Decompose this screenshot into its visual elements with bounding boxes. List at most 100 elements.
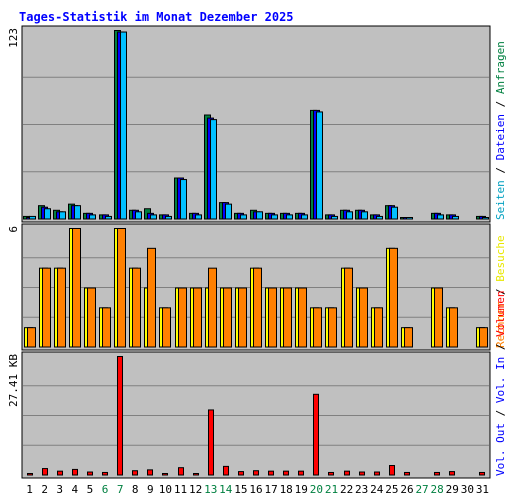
- x-tick-label-day-30: 30: [461, 483, 474, 496]
- bar-rechner-day-14: [223, 287, 232, 348]
- x-tick-label-day-10: 10: [159, 483, 172, 496]
- bar-rechner-day-13: [208, 267, 217, 348]
- bar-volumen-day-7: [117, 356, 123, 476]
- bar-rechner-day-5: [87, 287, 96, 348]
- x-tick-label-day-12: 12: [189, 483, 202, 496]
- bar-seiten-day-18: [286, 214, 293, 220]
- bar-seiten-day-26: [406, 217, 413, 220]
- x-tick-label-day-29: 29: [446, 483, 459, 496]
- bar-rechner-day-24: [374, 307, 383, 348]
- bar-volumen-day-25: [389, 465, 395, 476]
- bar-volumen-day-21: [328, 471, 334, 476]
- bar-seiten-day-16: [256, 211, 263, 220]
- panel-visits: 6 Rechner / Besuche: [7, 223, 507, 351]
- right-legend-volume: Vol. Out / Vol. In / Volumen: [494, 291, 507, 476]
- chart-title: Tages-Statistik im Monat Dezember 2025: [19, 10, 294, 24]
- x-tick-label-day-1: 1: [26, 483, 33, 496]
- x-tick-label-day-27: 27: [415, 483, 428, 496]
- y-max-label: 6: [7, 226, 20, 233]
- bar-seiten-day-15: [240, 214, 247, 220]
- bar-seiten-day-4: [74, 205, 81, 220]
- x-tick-label-day-5: 5: [87, 483, 94, 496]
- x-tick-label-day-7: 7: [117, 483, 124, 496]
- bar-rechner-day-4: [72, 228, 81, 348]
- legend-label-vol-out: Vol. Out: [494, 423, 507, 476]
- x-axis-day-labels: 1 2 3 4 5 6 7 8 9 10 11 12 13 14 15 16 17 18 19 20 21 22 23 24 2…: [26, 483, 489, 496]
- bar-seiten-day-19: [301, 214, 308, 220]
- x-tick-label-day-25: 25: [385, 483, 398, 496]
- bar-volumen-day-1: [27, 473, 33, 476]
- bar-seiten-day-25: [391, 206, 398, 220]
- bar-volumen-day-29: [449, 471, 455, 476]
- bar-rechner-day-23: [359, 287, 368, 348]
- bar-seiten-day-24: [376, 215, 383, 220]
- bar-volumen-day-4: [72, 468, 78, 476]
- bar-rechner-day-10: [162, 307, 171, 348]
- bar-volumen-day-28: [434, 471, 440, 476]
- right-legend-requests: Seiten / Dateien / Anfragen: [494, 41, 507, 220]
- bar-volumen-day-20: [313, 393, 319, 476]
- x-tick-label-day-28: 28: [431, 483, 444, 496]
- x-tick-label-day-15: 15: [234, 483, 247, 496]
- x-tick-label-day-22: 22: [340, 483, 353, 496]
- legend-label-vol-in: Vol. In: [494, 357, 507, 403]
- x-tick-label-day-20: 20: [310, 483, 323, 496]
- legend-separator: /: [494, 94, 507, 114]
- bar-seiten-day-23: [361, 211, 368, 220]
- bar-volumen-day-16: [253, 470, 259, 476]
- bar-rechner-day-28: [434, 287, 443, 348]
- bar-seiten-day-20: [316, 111, 323, 220]
- bar-seiten-day-2: [44, 208, 51, 220]
- bar-seiten-day-3: [59, 211, 66, 220]
- legend-separator: /: [494, 282, 507, 302]
- bar-rechner-day-1: [27, 327, 36, 348]
- bar-seiten-day-8: [135, 211, 142, 220]
- bar-volumen-day-22: [344, 470, 350, 476]
- bar-seiten-day-5: [89, 214, 96, 220]
- right-legend-visits: Rechner / Besuche: [494, 235, 507, 348]
- bar-rechner-day-7: [117, 228, 126, 348]
- bar-volumen-day-14: [223, 465, 229, 476]
- bar-rechner-day-31: [479, 327, 488, 348]
- bar-rechner-day-8: [132, 267, 141, 348]
- bar-volumen-day-18: [283, 470, 289, 476]
- x-tick-label-day-9: 9: [147, 483, 154, 496]
- bar-volumen-day-12: [193, 473, 199, 476]
- x-tick-label-day-3: 3: [56, 483, 63, 496]
- bar-seiten-day-12: [195, 214, 202, 220]
- x-tick-label-day-21: 21: [325, 483, 338, 496]
- y-max-label: 123: [7, 28, 20, 48]
- bar-rechner-day-16: [253, 267, 262, 348]
- legend-label-volumen: Volumen: [494, 291, 507, 337]
- bar-seiten-day-22: [346, 211, 353, 220]
- x-tick-label-day-23: 23: [355, 483, 368, 496]
- bar-volumen-day-8: [132, 470, 138, 476]
- bar-seiten-day-7: [120, 31, 127, 220]
- bar-seiten-day-21: [331, 215, 338, 220]
- bar-rechner-day-2: [42, 267, 51, 348]
- bar-rechner-day-29: [449, 307, 458, 348]
- bar-rechner-day-20: [313, 307, 322, 348]
- panel-requests: 123 Seiten / Dateien / Anfragen: [7, 25, 507, 223]
- bar-volumen-day-6: [102, 471, 108, 476]
- bar-seiten-day-9: [150, 214, 157, 220]
- bar-seiten-day-1: [29, 215, 36, 220]
- bar-volumen-day-31: [479, 471, 485, 476]
- x-tick-label-day-4: 4: [72, 483, 79, 496]
- bar-rechner-day-17: [268, 287, 277, 348]
- bar-volumen-day-13: [208, 409, 214, 476]
- bar-volumen-day-11: [178, 467, 184, 476]
- x-tick-label-day-8: 8: [132, 483, 139, 496]
- bar-rechner-day-25: [389, 247, 398, 348]
- bar-seiten-day-29: [452, 215, 459, 220]
- bar-seiten-day-10: [165, 215, 172, 220]
- bar-rechner-day-15: [238, 287, 247, 348]
- bar-seiten-day-14: [225, 203, 232, 220]
- bar-volumen-day-23: [359, 471, 365, 476]
- legend-separator: /: [494, 337, 507, 357]
- bar-volumen-day-9: [147, 469, 153, 476]
- panel-volume: 27.41 KB Vol. Out / Vol. In / Volumen: [7, 291, 507, 479]
- bar-seiten-day-6: [105, 215, 112, 220]
- bar-seiten-day-13: [210, 119, 217, 220]
